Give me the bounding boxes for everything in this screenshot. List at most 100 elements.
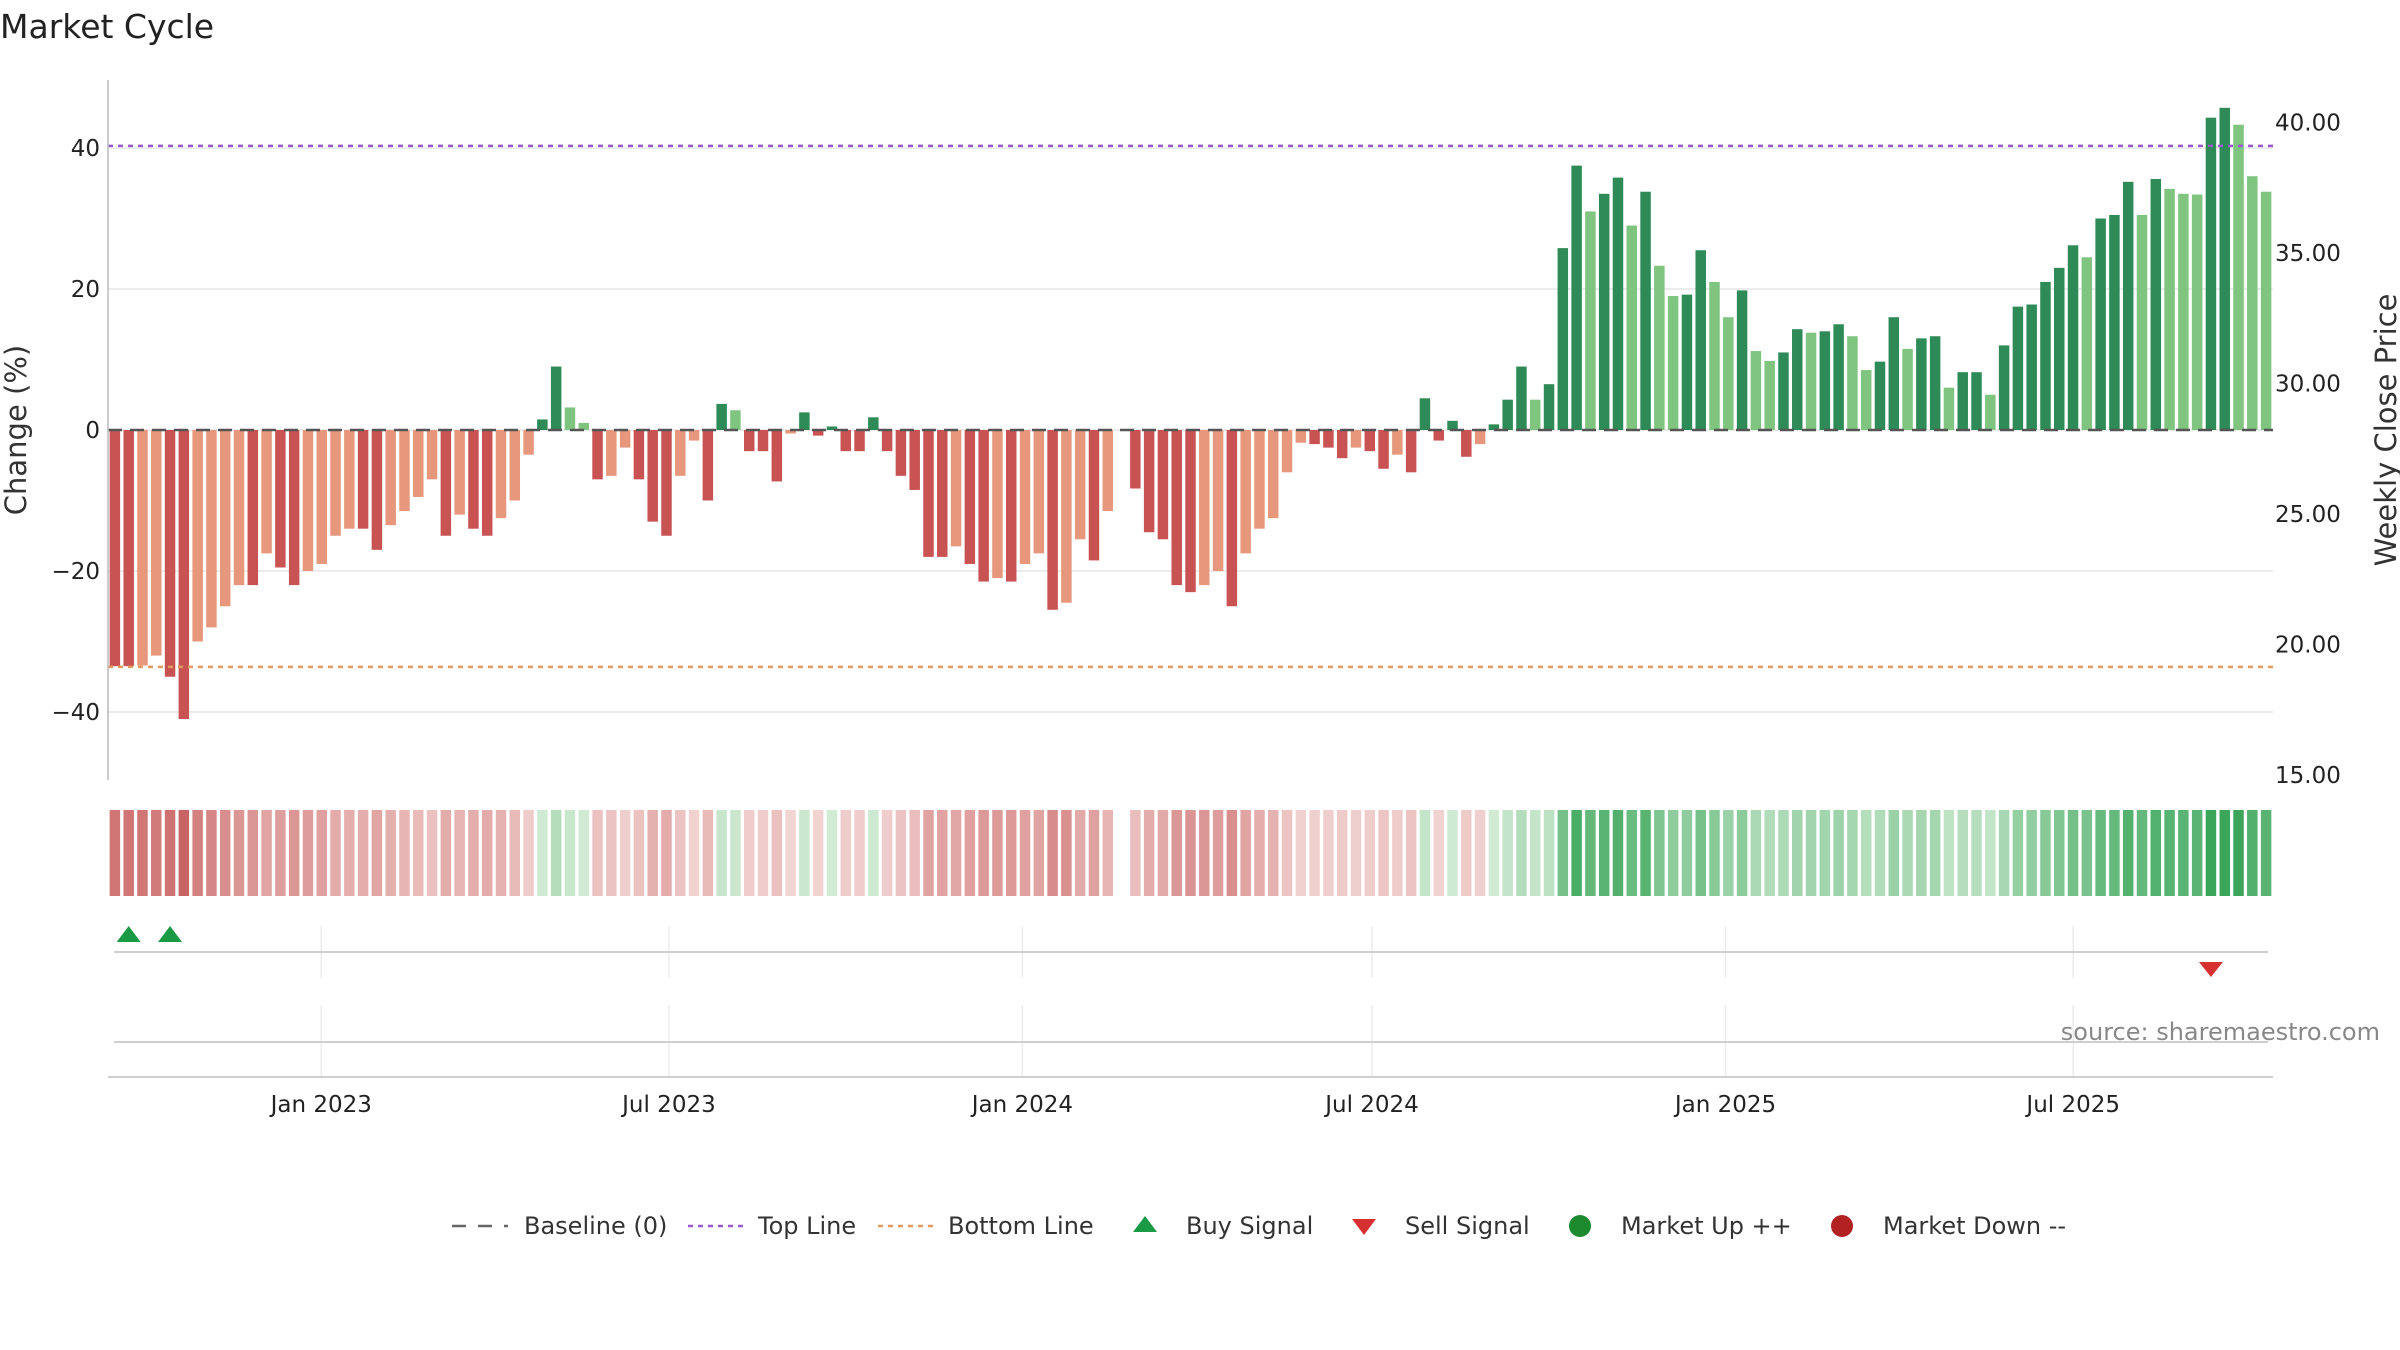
regime-cell [1916, 810, 1927, 896]
data-bar [1598, 193, 1610, 430]
regime-cell [2233, 810, 2244, 896]
regime-cell [2205, 810, 2217, 896]
data-bar [1433, 430, 1444, 441]
data-bar [413, 430, 424, 497]
regime-cell [826, 810, 838, 896]
data-bar [1585, 211, 1596, 430]
data-bar [1447, 420, 1458, 430]
data-bar [2219, 107, 2230, 430]
data-bar [1640, 191, 1651, 430]
regime-cell [1447, 810, 1458, 896]
regime-cell [1336, 810, 1348, 896]
regime-cell [1833, 810, 1844, 896]
data-bar [233, 430, 245, 586]
regime-cell [1033, 810, 1045, 896]
regime-cell [812, 810, 824, 896]
data-bar [1805, 332, 1817, 430]
regime-cell [702, 810, 714, 896]
data-bar [2054, 267, 2065, 430]
data-bar [1281, 430, 1293, 473]
data-bar [1212, 430, 1224, 571]
data-bar [2164, 188, 2175, 430]
legend-item: Sell Signal [1352, 1212, 1530, 1240]
legend-item: Bottom Line [878, 1212, 1094, 1240]
data-bar [1267, 430, 1279, 519]
data-bar [206, 430, 217, 628]
data-bar [454, 430, 465, 515]
regime-cell [206, 810, 217, 896]
regime-cell [2247, 810, 2258, 896]
data-bar [1792, 329, 1803, 430]
regime-cell [468, 810, 479, 896]
regime-cell [1474, 810, 1486, 896]
regime-cell [1309, 810, 1320, 896]
data-bar [1130, 430, 1141, 489]
sell-signal-marker [2198, 962, 2223, 977]
regime-cell [1626, 810, 1638, 896]
data-bar [1502, 399, 1513, 430]
regime-cell [757, 810, 769, 896]
data-bar [164, 430, 176, 677]
regime-cell [440, 810, 452, 896]
legend-label: Sell Signal [1405, 1212, 1530, 1240]
regime-cell [137, 810, 148, 896]
legend-swatch [1133, 1216, 1157, 1232]
data-bar [578, 422, 589, 430]
data-bar [1971, 372, 1982, 430]
data-bar [1778, 352, 1789, 430]
data-bar [702, 430, 714, 501]
regime-cell [1199, 810, 1210, 896]
regime-cell [881, 810, 893, 896]
data-bar [799, 412, 810, 430]
data-bar [1695, 250, 1706, 430]
regime-cell [316, 810, 327, 896]
regime-cell [1061, 810, 1072, 896]
data-bar [2040, 281, 2051, 430]
data-bar [661, 430, 672, 536]
data-bar [1530, 399, 1541, 430]
data-bar [1957, 372, 1968, 430]
bars-layer [108, 107, 2273, 720]
data-bar [219, 430, 231, 607]
regime-cell [2012, 810, 2024, 896]
regime-cell [1254, 810, 1265, 896]
data-bar [1888, 317, 1900, 430]
regime-cell [178, 810, 190, 896]
data-bar [1405, 430, 1417, 473]
regime-cell [1695, 810, 1706, 896]
regime-cell [578, 810, 589, 896]
data-bar [1557, 248, 1569, 430]
legend-label: Market Up ++ [1621, 1212, 1792, 1240]
data-bar [937, 430, 948, 557]
data-bar [716, 403, 727, 430]
y2-tick-label: 30.00 [2275, 372, 2341, 398]
regime-cell [799, 810, 810, 896]
data-bar [1143, 430, 1155, 533]
regime-cell [1323, 810, 1334, 896]
regime-cell [730, 810, 741, 896]
regime-cell [1185, 810, 1196, 896]
regime-cell [2109, 810, 2120, 896]
regime-cell [1598, 810, 1610, 896]
regime-cell [261, 810, 272, 896]
regime-cell [1764, 810, 1775, 896]
data-bar [330, 430, 341, 536]
regime-cell [1405, 810, 1417, 896]
data-bar [1943, 387, 1955, 430]
data-bar [1709, 281, 1720, 430]
data-bar [1543, 384, 1555, 430]
data-bar [1626, 225, 1638, 430]
regime-cell [771, 810, 783, 896]
regime-cell [1005, 810, 1017, 896]
regime-cell [288, 810, 300, 896]
data-bar [1723, 317, 1734, 430]
legend-label: Bottom Line [948, 1212, 1094, 1240]
signals-panel [114, 926, 2268, 1078]
regime-cell [454, 810, 465, 896]
data-bar [151, 430, 162, 656]
data-bar [826, 426, 838, 430]
data-bar [1240, 430, 1251, 554]
y-tick-label: 20 [71, 277, 100, 303]
regime-cell [1143, 810, 1155, 896]
regime-cell [1047, 810, 1058, 896]
